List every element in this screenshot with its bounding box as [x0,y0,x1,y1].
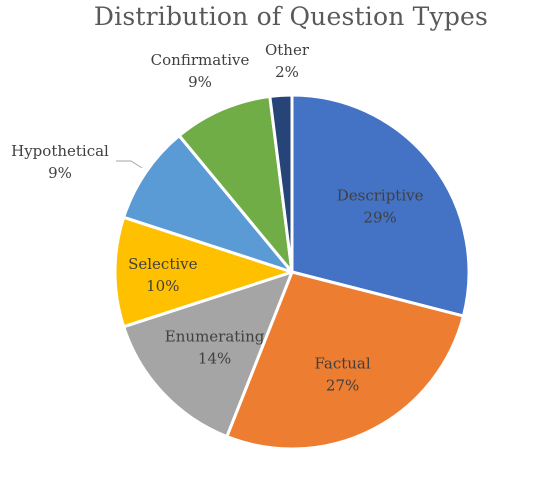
slice-percent-confirmative: 9% [188,73,212,91]
pie-slice-other [268,93,294,274]
slice-label-hypothetical: Hypothetical [11,142,109,160]
slice-label-other: Other [265,41,310,59]
chart-title: Distribution of Question Types [93,2,489,31]
slice-label-enumerating: Enumerating [165,328,265,346]
slice-label-selective: Selective [128,255,198,273]
slice-percent-descriptive: 29% [363,209,396,227]
pie-slice-confirmative [177,94,294,274]
slice-percent-enumerating: 14% [198,350,231,368]
pie-slice-selective [113,215,294,329]
leader-line-hypothetical [116,160,143,169]
slice-label-descriptive: Descriptive [337,187,424,205]
slice-label-confirmative: Confirmative [151,51,250,69]
slice-percent-factual: 27% [326,376,359,394]
slice-label-factual: Factual [315,354,371,372]
slice-percent-other: 2% [275,63,299,81]
slice-percent-hypothetical: 9% [48,164,72,182]
pie-slice-factual [225,270,465,451]
pie-slice-hypothetical [122,134,294,274]
slice-percent-selective: 10% [146,277,179,295]
pie-slice-descriptive [290,93,471,318]
